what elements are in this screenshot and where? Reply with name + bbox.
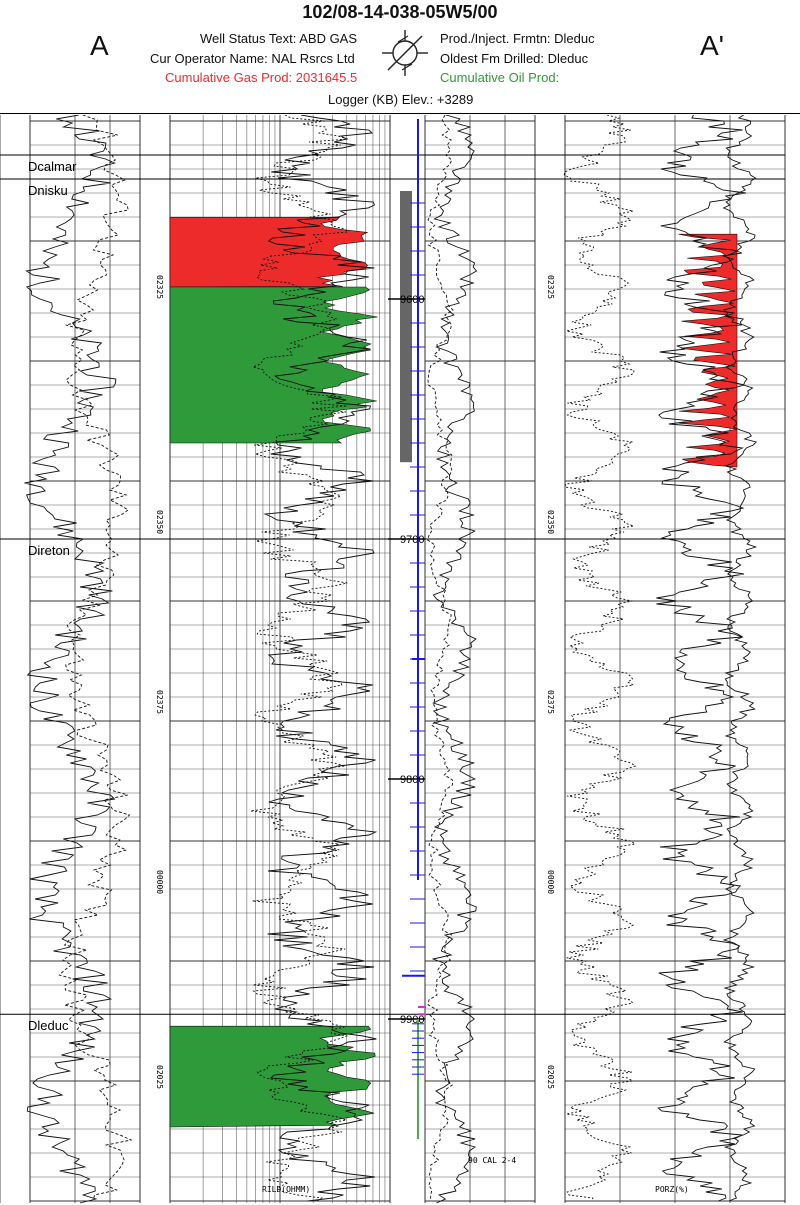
- log-curves: [24, 115, 758, 1204]
- oldest-formation-drilled: Oldest Fm Drilled: Dleduc: [440, 51, 589, 66]
- logger-elevation: Logger (KB) Elev.: +3289: [328, 92, 474, 107]
- right-track-scale-label: 02350: [546, 510, 555, 534]
- core-marker: [418, 1006, 426, 1016]
- right-track-scale-label: 02325: [546, 275, 555, 299]
- well-status-text: Well Status Text: ABD GAS: [200, 31, 358, 46]
- right-track-scale-label: 00000: [546, 870, 555, 894]
- resistivity-curve-shallow: [250, 115, 349, 1202]
- resistivity-curve-label: RILD(OHMM): [262, 1185, 310, 1194]
- operator-name: Cur Operator Name: NAL Rsrcs Ltd: [150, 51, 355, 66]
- neutron-curve: [656, 115, 746, 1202]
- scale-labels: 02325 02350 02375 00000 02025 02325 02350 02375…: [155, 275, 689, 1194]
- well-uwi-title: 102/08-14-038-05W5/00: [302, 2, 498, 22]
- cumulative-gas-prod: Cumulative Gas Prod: 2031645.5: [165, 70, 358, 85]
- log-cross-section-panel: Dcalmar Dnisku Direton Dleduc 9600 9700 9800 9…: [0, 115, 786, 1204]
- gas-shading-left: [169, 217, 369, 288]
- producing-formation: Prod./Inject. Frmtn: Dleduc: [440, 31, 595, 46]
- bit-size-curve: [427, 115, 454, 1201]
- cross-section-side-right: A': [700, 30, 725, 61]
- depth-label: 9700: [400, 534, 424, 546]
- sp-curve-left: [58, 115, 133, 1201]
- left-track-scale-label: 00000: [155, 870, 164, 894]
- left-track-scale-label: 02325: [155, 275, 164, 299]
- right-track-scale-label: 02025: [546, 1065, 555, 1089]
- left-track-scale-label: 02025: [155, 1065, 164, 1089]
- density-curve: [563, 115, 637, 1202]
- abandoned-gas-well-symbol-icon: [382, 30, 428, 76]
- oil-shading-left: [169, 286, 378, 444]
- caliper-note-label: 90 CAL 2-4: [468, 1156, 516, 1165]
- depth-label: 9600: [400, 294, 424, 306]
- formation-tops: Dcalmar Dnisku Direton Dleduc: [0, 154, 785, 1033]
- well-header: 102/08-14-038-05W5/00 A A' Well Status T…: [0, 0, 800, 115]
- resistivity-curve-deep: [263, 115, 378, 1202]
- header-divider: [0, 113, 800, 114]
- right-track-scale-label: 02375: [546, 690, 555, 714]
- formation-top-label: Direton: [28, 543, 70, 558]
- left-track-scale-label: 02375: [155, 690, 164, 714]
- formation-top-label: Dcalmar: [28, 159, 77, 174]
- cross-section-side-left: A: [90, 30, 109, 61]
- gas-crossover-right: [678, 233, 738, 468]
- formation-top-label: Dleduc: [28, 1018, 69, 1033]
- porosity-curve-label: PORZ(%): [655, 1185, 689, 1194]
- log-grid: [0, 115, 786, 1203]
- formation-top-label: Dnisku: [28, 183, 68, 198]
- caliper-curve: [431, 115, 478, 1204]
- depth-label: 9800: [400, 774, 424, 786]
- cored-interval-bar: [400, 191, 412, 463]
- pe-curve: [722, 115, 758, 1202]
- cumulative-oil-prod: Cumulative Oil Prod:: [440, 70, 560, 85]
- gamma-ray-curve-left: [24, 115, 117, 1204]
- left-track-scale-label: 02350: [155, 510, 164, 534]
